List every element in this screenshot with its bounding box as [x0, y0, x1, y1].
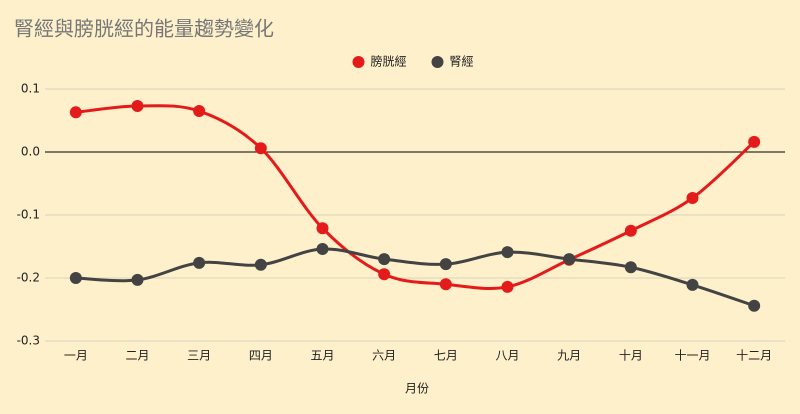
data-point	[254, 258, 267, 271]
x-tick-label: 十二月	[736, 349, 772, 363]
x-tick-label: 六月	[372, 349, 396, 363]
legend-marker	[431, 56, 444, 68]
y-tick-label: -0.1	[17, 208, 40, 222]
data-point	[193, 105, 206, 118]
data-point	[439, 258, 452, 271]
legend-label: 腎經	[450, 55, 474, 69]
data-point	[748, 135, 761, 148]
y-tick-label: 0.0	[21, 145, 40, 159]
x-tick-label: 二月	[125, 349, 149, 363]
data-point	[563, 253, 576, 266]
data-point	[69, 106, 82, 119]
data-point	[378, 268, 391, 281]
x-tick-label: 三月	[187, 349, 211, 363]
x-tick-label: 七月	[434, 349, 458, 363]
data-point	[131, 100, 144, 113]
x-tick-label: 十月	[619, 349, 643, 363]
chart-title: 腎經與膀胱經的能量趨勢變化	[14, 17, 274, 41]
data-point	[501, 246, 514, 259]
legend-label: 膀胱經	[371, 54, 407, 69]
y-tick-label: -0.3	[17, 334, 40, 348]
y-tick-label: -0.2	[17, 271, 40, 285]
x-tick-label: 五月	[310, 349, 334, 363]
x-tick-label: 九月	[557, 349, 581, 363]
x-tick-label: 四月	[249, 349, 273, 363]
y-tick-label: 0.1	[21, 82, 40, 96]
data-point	[316, 222, 329, 235]
data-point	[686, 191, 699, 204]
data-point	[69, 272, 82, 284]
data-point	[254, 142, 267, 155]
data-point	[131, 273, 144, 286]
data-point	[748, 299, 761, 312]
data-point	[316, 243, 329, 256]
x-tick-label: 八月	[495, 349, 519, 363]
legend-marker	[352, 56, 365, 68]
data-point	[439, 278, 452, 291]
data-point	[378, 253, 391, 266]
data-point	[193, 256, 206, 269]
x-axis-label: 月份	[405, 382, 429, 396]
data-point	[624, 261, 637, 274]
x-tick-label: 一月	[64, 349, 88, 363]
data-point	[624, 224, 637, 237]
x-tick-label: 十一月	[674, 349, 710, 363]
data-point	[501, 280, 514, 293]
data-point	[686, 278, 699, 291]
